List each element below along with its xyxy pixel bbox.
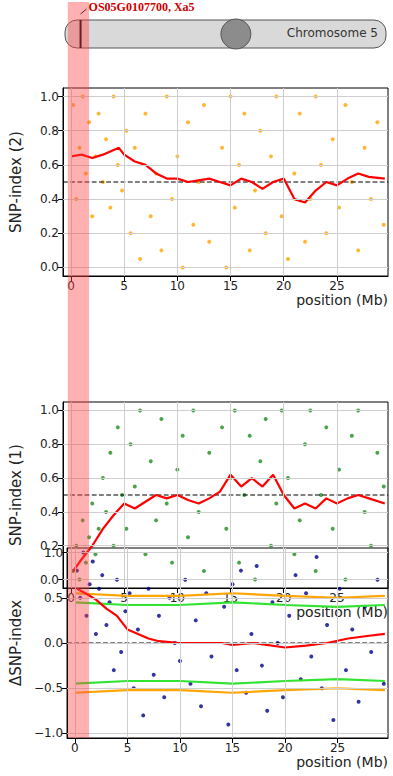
svg-text:10: 10 <box>169 591 185 605</box>
svg-text:1.0: 1.0 <box>40 90 59 104</box>
svg-text:1.0: 1.0 <box>44 546 63 560</box>
svg-text:0: 0 <box>71 741 79 755</box>
svg-text:20: 20 <box>277 741 292 755</box>
svg-text:−0.5: −0.5 <box>34 681 63 695</box>
svg-text:15: 15 <box>223 279 238 293</box>
svg-text:1.0: 1.0 <box>40 403 59 417</box>
svg-text:10: 10 <box>170 279 185 293</box>
svg-text:Chromosome 5: Chromosome 5 <box>287 26 378 40</box>
svg-text:0.6: 0.6 <box>40 471 59 485</box>
svg-text:20: 20 <box>276 279 291 293</box>
svg-text:0.0: 0.0 <box>40 573 59 587</box>
svg-text:SNP-index (2): SNP-index (2) <box>7 131 25 233</box>
svg-text:0.4: 0.4 <box>40 505 59 519</box>
svg-text:0.6: 0.6 <box>40 158 59 172</box>
svg-text:OS05G0107700, Xa5: OS05G0107700, Xa5 <box>89 0 195 14</box>
svg-text:0.8: 0.8 <box>40 124 59 138</box>
svg-text:15: 15 <box>225 741 240 755</box>
svg-text:0.5: 0.5 <box>44 591 63 605</box>
svg-text:25: 25 <box>329 279 344 293</box>
svg-text:position (Mb): position (Mb) <box>296 754 388 770</box>
svg-text:0.4: 0.4 <box>40 192 59 206</box>
svg-text:5: 5 <box>120 591 128 605</box>
svg-text:25: 25 <box>330 741 345 755</box>
svg-text:25: 25 <box>329 591 345 605</box>
svg-text:position (Mb): position (Mb) <box>296 604 388 620</box>
svg-text:0.0: 0.0 <box>44 636 63 650</box>
svg-text:−1.0: −1.0 <box>34 726 63 740</box>
svg-text:SNP-index (1): SNP-index (1) <box>7 444 25 546</box>
svg-text:10: 10 <box>172 741 187 755</box>
svg-text:0.2: 0.2 <box>40 226 59 240</box>
svg-text:5: 5 <box>124 741 132 755</box>
svg-text:position (Mb): position (Mb) <box>296 292 388 308</box>
svg-text:ΔSNP-index: ΔSNP-index <box>7 600 25 686</box>
svg-text:20: 20 <box>276 591 292 605</box>
svg-text:5: 5 <box>120 279 128 293</box>
svg-text:0.8: 0.8 <box>40 437 59 451</box>
svg-text:0.0: 0.0 <box>40 260 59 274</box>
